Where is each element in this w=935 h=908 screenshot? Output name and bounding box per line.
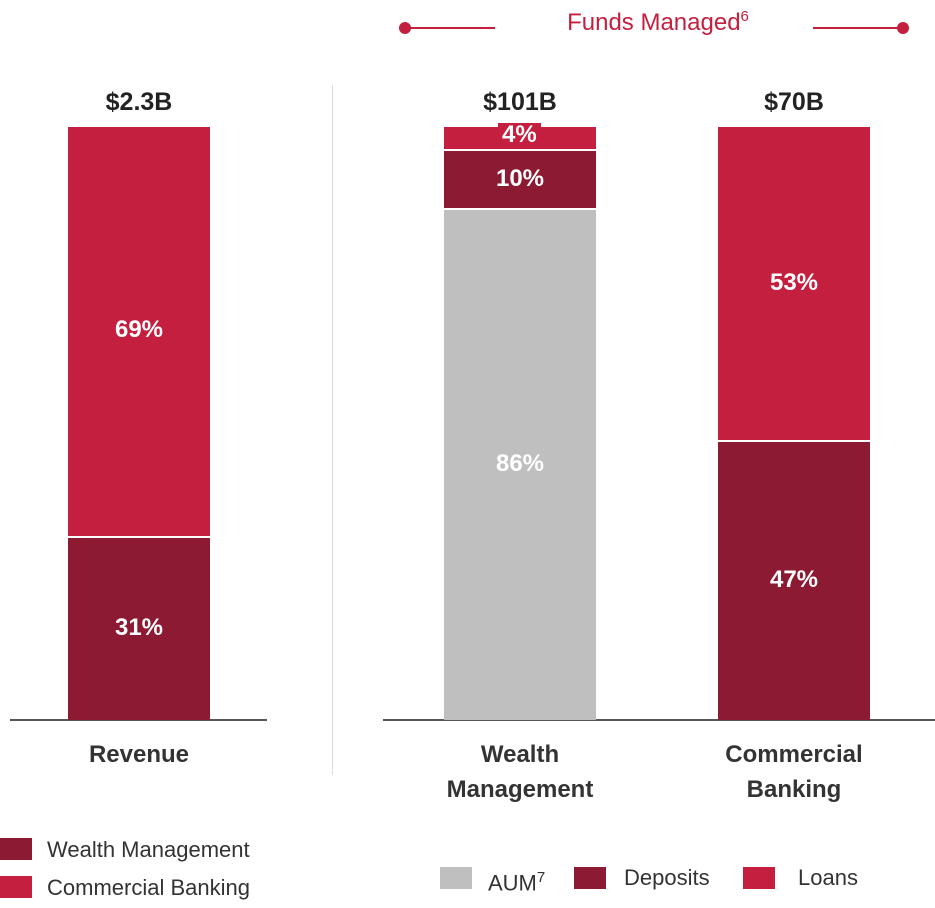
- legend-label: Commercial Banking: [47, 875, 250, 900]
- legend-label: Wealth Management: [47, 837, 250, 862]
- bar-segment: [68, 125, 210, 536]
- legend-label: Deposits: [624, 865, 710, 890]
- value-label: 4%: [498, 122, 541, 147]
- value-label: 47%: [769, 566, 819, 594]
- bar-segment: [444, 208, 596, 720]
- legend-swatch: [440, 867, 472, 889]
- title-decoration: [399, 22, 909, 34]
- total-label: $70B: [764, 88, 824, 116]
- legend-label: Loans: [798, 865, 858, 890]
- legend-swatch: [743, 867, 775, 889]
- bar-segment: [718, 125, 870, 441]
- value-label: 53%: [769, 268, 819, 296]
- baseline: [383, 719, 935, 721]
- legend-note: 7: [536, 869, 546, 886]
- x-tick-label: Revenue: [88, 741, 190, 768]
- bar-segment: [444, 148, 596, 209]
- value-label: 86%: [495, 450, 545, 478]
- legend-swatch: [0, 838, 32, 860]
- bar-segment: [718, 440, 870, 720]
- baseline: [10, 719, 267, 721]
- legend-swatch: [574, 867, 606, 889]
- legend-label: AUM: [488, 870, 537, 896]
- legend-item: AUM7: [488, 866, 545, 895]
- legend-swatch: [0, 876, 32, 898]
- legend-item: Loans: [798, 866, 858, 890]
- value-label: 31%: [114, 613, 164, 641]
- divider: [332, 85, 333, 775]
- total-label: $2.3B: [105, 88, 173, 116]
- chart-title-box: Funds Managed6: [508, 8, 808, 37]
- x-tick-label: Wealth Management: [446, 741, 594, 803]
- chart-title: Funds Managed: [567, 9, 741, 36]
- title-note: 6: [740, 8, 749, 25]
- value-label: 10%: [495, 164, 545, 192]
- x-tick-label: Commercial Banking: [725, 741, 863, 803]
- value-label: 69%: [114, 316, 164, 344]
- total-label: $101B: [483, 88, 557, 116]
- legend-item: Deposits: [624, 866, 710, 890]
- bar-segment: [68, 535, 210, 720]
